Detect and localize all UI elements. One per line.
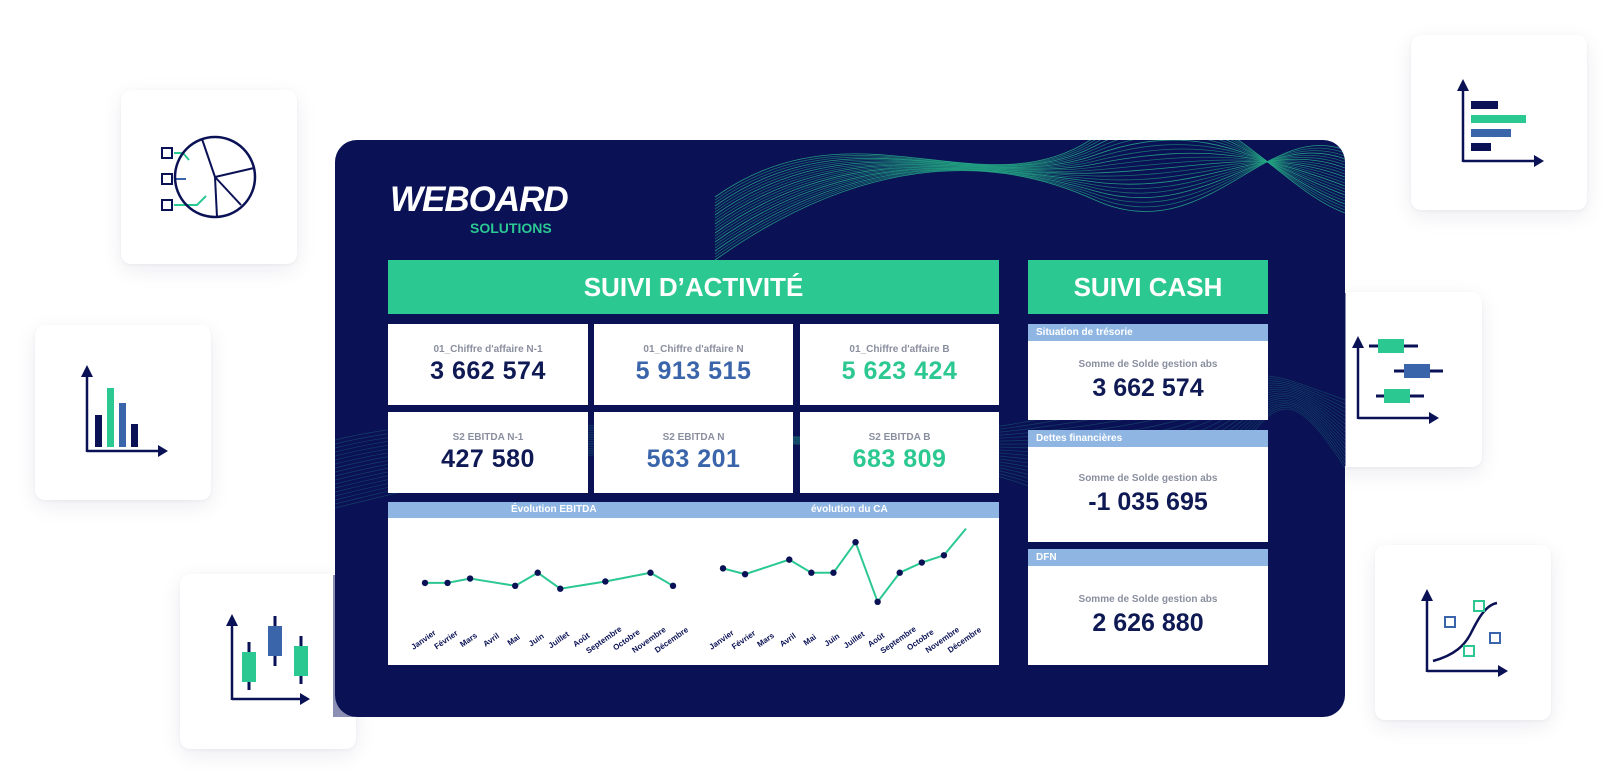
data-point [466, 575, 474, 582]
x-tick-label: Avril [481, 631, 500, 648]
logo-sub-text: SOLUTIONS [470, 220, 552, 236]
kpi-value: 427 580 [441, 444, 535, 473]
cash-panel-header: Dettes financières [1028, 430, 1268, 447]
wave-line [714, 144, 1345, 219]
kpi-value: 563 201 [646, 444, 741, 473]
bar-chart-icon [81, 365, 168, 457]
data-point [874, 598, 881, 606]
cash-panel-value: 2 626 880 [1092, 608, 1204, 637]
x-tick-label: Février [433, 629, 460, 652]
data-point [444, 579, 451, 587]
kpi-label: 01_Chiffre d'affaire B [849, 343, 950, 355]
x-tick-label: Juin [527, 631, 546, 648]
cash-panel-header: DFN [1028, 549, 1268, 566]
data-point [940, 552, 948, 559]
cash-panel-label: Somme de Solde gestion abs [1078, 358, 1218, 370]
data-point [421, 579, 429, 587]
scatter-curve-card [1375, 545, 1551, 720]
cash-panel-dfn[interactable]: DFN Somme de Solde gestion abs 2 626 880 [1028, 549, 1268, 665]
x-tick-label: Avril [778, 631, 797, 648]
horizontal-bar-card [1411, 35, 1587, 210]
cash-header: SUIVI CASH [1028, 260, 1268, 314]
ebitda-chart-title: Évolution EBITDA [511, 504, 597, 515]
charts-panel: Évolution EBITDA évolution du CA Janvier… [388, 502, 999, 665]
data-point [896, 569, 903, 576]
charts-title-bar: Évolution EBITDA évolution du CA [388, 502, 999, 518]
kpi-value: 3 662 574 [430, 356, 546, 385]
cash-panel-label: Somme de Solde gestion abs [1078, 593, 1218, 605]
x-tick-label: Juillet [547, 629, 571, 650]
gantt-icon [1352, 336, 1443, 424]
x-tick-label: Juillet [842, 629, 866, 650]
data-point [786, 556, 793, 563]
kpi-value: 5 623 424 [841, 356, 958, 385]
activity-title: SUIVI D’ACTIVITÉ [583, 271, 804, 302]
cash-title: SUIVI CASH [1073, 271, 1223, 302]
data-point [511, 582, 519, 590]
data-point [534, 569, 541, 576]
kpi-label: 01_Chiffre d'affaire N [643, 343, 744, 355]
kpi-ca-n[interactable]: 01_Chiffre d'affaire N 5 913 515 [594, 324, 793, 405]
x-tick-label: Janvier [708, 628, 736, 651]
x-tick-label: Mars [756, 631, 777, 649]
horizontal-bar-icon [1457, 79, 1544, 167]
kpi-label: S2 EBITDA N [662, 431, 725, 443]
logo-main-text: WEBOARD [390, 180, 569, 219]
kpi-label: 01_Chiffre d'affaire N-1 [433, 343, 543, 355]
cash-panel-value: -1 035 695 [1088, 487, 1208, 516]
wave-line [714, 140, 1345, 214]
kpi-ebitda-n[interactable]: S2 EBITDA N 563 201 [594, 412, 793, 493]
x-tick-label: Février [730, 629, 757, 652]
data-point [830, 569, 837, 576]
data-point [557, 585, 564, 592]
data-point [808, 569, 815, 576]
x-tick-label: Janvier [410, 628, 438, 651]
kpi-label: S2 EBITDA B [868, 431, 931, 443]
x-tick-label: Mai [802, 632, 818, 647]
data-point [647, 569, 654, 576]
candlestick-icon [226, 614, 310, 705]
cash-panel-header: Situation de trésorie [1028, 324, 1268, 341]
scatter-curve-icon [1421, 589, 1508, 677]
ca-chart-title: évolution du CA [811, 504, 888, 515]
x-tick-label: Juin [823, 631, 842, 648]
data-point [852, 538, 859, 546]
cash-panel-tresorie[interactable]: Situation de trésorie Somme de Solde ges… [1028, 324, 1268, 420]
x-tick-label: Mars [458, 631, 479, 649]
bar-chart-card [35, 325, 211, 500]
kpi-ca-b[interactable]: 01_Chiffre d'affaire B 5 623 424 [800, 324, 999, 405]
data-point [602, 578, 609, 585]
activity-header: SUIVI D’ACTIVITÉ [388, 260, 999, 314]
pie-checklist-card [121, 90, 297, 264]
kpi-ebitda-b[interactable]: S2 EBITDA B 683 809 [800, 412, 999, 493]
series-line [722, 527, 967, 604]
candlestick-card [180, 574, 356, 749]
series-line [425, 571, 674, 590]
data-point [918, 559, 926, 566]
kpi-ca-n1[interactable]: 01_Chiffre d'affaire N-1 3 662 574 [388, 324, 588, 405]
kpi-label: S2 EBITDA N-1 [452, 431, 524, 443]
kpi-value: 5 913 515 [635, 356, 752, 385]
cash-panel-dettes[interactable]: Dettes financières Somme de Solde gestio… [1028, 430, 1268, 542]
kpi-value: 683 809 [852, 444, 947, 473]
data-point [719, 565, 727, 572]
data-point [669, 582, 677, 590]
x-tick-label: Mai [506, 632, 522, 647]
kpi-ebitda-n1[interactable]: S2 EBITDA N-1 427 580 [388, 412, 588, 493]
pie-checklist-icon [161, 135, 257, 219]
cash-panel-value: 3 662 574 [1092, 373, 1204, 402]
data-point [741, 570, 749, 578]
dashboard-panel: WEBOARD SOLUTIONS SUIVI D’ACTIVITÉ 01_Ch… [335, 140, 1345, 717]
cash-panel-label: Somme de Solde gestion abs [1078, 472, 1218, 484]
